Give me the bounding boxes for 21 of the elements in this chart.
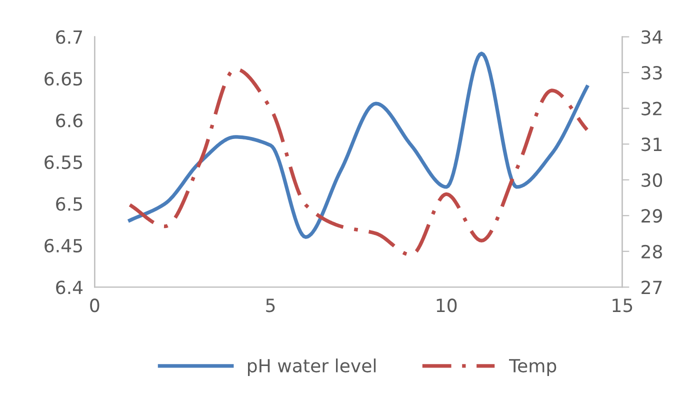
y2-tick-label: 33 bbox=[642, 66, 662, 80]
x-tick-label: 10 bbox=[436, 298, 457, 312]
y2-tick-label: 34 bbox=[642, 30, 662, 44]
y-tick-label: 6.65 bbox=[44, 72, 82, 86]
y-tick-label: 6.45 bbox=[44, 238, 82, 253]
y-tick-label: 6.55 bbox=[44, 155, 82, 170]
y2-tick-label: 28 bbox=[642, 244, 662, 258]
y2-tick-label: 29 bbox=[642, 209, 662, 223]
y-tick-label: 6.6 bbox=[56, 114, 82, 128]
legend-label: pH water level bbox=[248, 358, 376, 376]
y-tick-label: 6.4 bbox=[56, 280, 83, 294]
y2-tick-label: 30 bbox=[642, 173, 662, 187]
y-tick-label: 6.7 bbox=[56, 30, 82, 44]
y2-tick-label: 32 bbox=[642, 102, 662, 116]
y-tick-label: 6.5 bbox=[56, 197, 82, 211]
legend-label: Temp bbox=[509, 359, 556, 376]
y2-tick-label: 31 bbox=[642, 138, 662, 152]
x-tick-label: 5 bbox=[266, 298, 275, 312]
y2-tick-label: 27 bbox=[642, 280, 662, 294]
x-tick-label: 0 bbox=[90, 298, 100, 312]
x-tick-label: 15 bbox=[612, 298, 632, 312]
